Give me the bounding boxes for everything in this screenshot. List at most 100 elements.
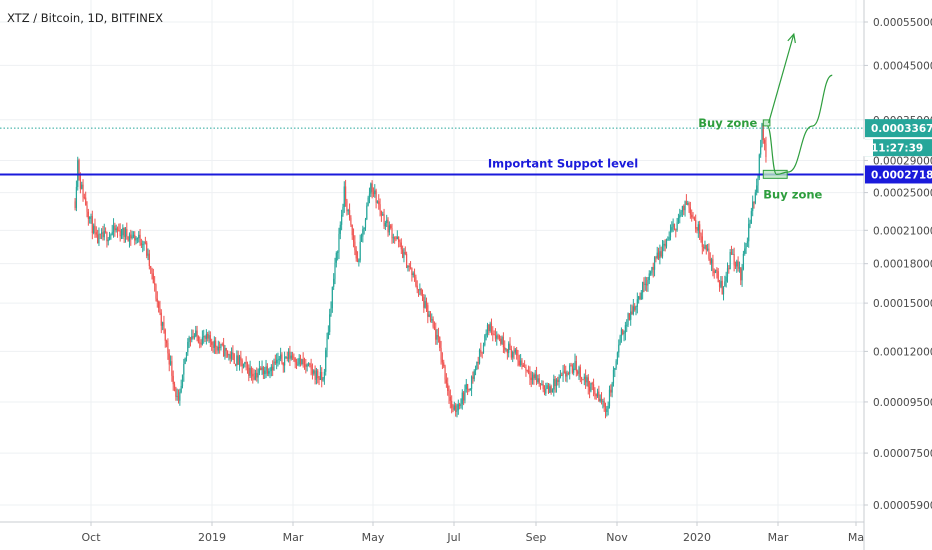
candle-body <box>124 229 127 237</box>
candle-body <box>420 289 422 295</box>
candle-body <box>587 377 589 387</box>
candle-body <box>388 225 390 233</box>
candle-body <box>696 228 698 231</box>
candle-body <box>413 273 416 278</box>
candle-body <box>570 365 572 367</box>
candle-body <box>128 234 131 242</box>
candle-body <box>514 349 516 353</box>
candle-body <box>485 333 487 336</box>
candle-body <box>258 368 261 374</box>
candle-body <box>642 281 644 293</box>
candle-body <box>677 217 680 223</box>
candle-body <box>598 391 600 402</box>
candle-body <box>760 146 762 155</box>
candle-body <box>469 388 471 391</box>
candle-body <box>451 400 453 408</box>
candle-body <box>590 383 592 392</box>
candle-body <box>488 324 490 331</box>
projection-path <box>768 33 795 124</box>
candle-body <box>526 370 528 371</box>
candle-body <box>196 330 198 337</box>
candle-body <box>661 245 664 257</box>
candle-body <box>713 270 715 273</box>
candle-body <box>550 386 552 393</box>
candle-body <box>404 252 406 254</box>
candle-body <box>652 267 654 270</box>
candle-body <box>616 352 619 362</box>
buy-zone-upper-label: Buy zone <box>698 116 757 130</box>
candle-body <box>273 361 275 371</box>
candle-body <box>486 324 489 334</box>
candle-body <box>142 244 144 246</box>
candle-body <box>734 265 737 267</box>
candle-body <box>730 251 733 255</box>
candle-body <box>476 361 478 370</box>
candle-body <box>433 326 436 330</box>
candle-body <box>427 305 429 317</box>
candle-body <box>274 361 276 364</box>
candle-body <box>368 193 371 198</box>
candle-body <box>586 377 588 383</box>
candle-body <box>372 191 375 195</box>
candle-body <box>489 323 491 331</box>
candle-body <box>217 346 219 351</box>
candle-body <box>350 217 352 225</box>
candle-body <box>481 352 483 354</box>
candle-body <box>529 372 531 378</box>
candle-body <box>224 347 226 357</box>
y-tick-label: 0.00021000 <box>873 225 932 237</box>
x-tick-label: Sep <box>526 531 547 544</box>
candle-body <box>726 268 729 277</box>
buy-zone-lower-label: Buy zone <box>763 187 822 201</box>
candle-body <box>327 331 329 339</box>
y-tick-label: 0.00029000 <box>873 155 932 167</box>
candle-body <box>709 258 711 264</box>
candle-body <box>636 299 638 307</box>
candle-body <box>623 332 625 334</box>
candle-body <box>131 236 133 239</box>
candle-body <box>531 374 534 381</box>
candle-body <box>74 201 76 209</box>
candle-body <box>252 373 254 377</box>
candle-body <box>89 216 91 219</box>
x-tick-label: 2020 <box>683 531 711 544</box>
candle-body <box>337 251 339 253</box>
candle-body <box>758 154 760 178</box>
candle-body <box>668 237 670 240</box>
x-tick-label: Mar <box>768 531 789 544</box>
candle-body <box>256 372 258 378</box>
time-axis[interactable]: Oct 2019 Mar May Jul Sep Nov 2020 Mar Ma <box>81 522 864 544</box>
candle-body <box>630 311 632 320</box>
price-axis[interactable]: 0.000550000.000450000.000350000.00029000… <box>864 17 932 512</box>
candle-body <box>437 335 440 337</box>
candle-body <box>443 362 445 367</box>
candle-body <box>232 352 234 355</box>
candle-body <box>110 234 112 236</box>
countdown-badge-box <box>865 139 932 157</box>
candle-body <box>505 349 507 351</box>
candle-body <box>748 223 750 242</box>
candle-body <box>725 276 727 282</box>
candle-body <box>603 401 605 407</box>
candle-body <box>221 344 223 346</box>
candle-body <box>688 203 690 208</box>
candle-body <box>333 278 335 287</box>
candle-body <box>665 239 668 247</box>
candle-body <box>701 236 703 247</box>
candle-body <box>355 250 357 259</box>
candle-body <box>712 259 714 271</box>
candle-body <box>204 336 206 339</box>
candle-body <box>700 233 702 237</box>
candle-body <box>319 372 322 381</box>
candle-body <box>315 370 318 380</box>
candle-body <box>656 252 658 258</box>
candle-body <box>695 220 697 229</box>
candle-body <box>228 354 230 356</box>
candle-body <box>291 355 294 358</box>
x-tick-label: Nov <box>606 531 628 544</box>
candle-body <box>533 374 535 379</box>
candle-body <box>525 367 527 371</box>
candle-body <box>363 227 365 230</box>
candle-body <box>707 248 709 251</box>
